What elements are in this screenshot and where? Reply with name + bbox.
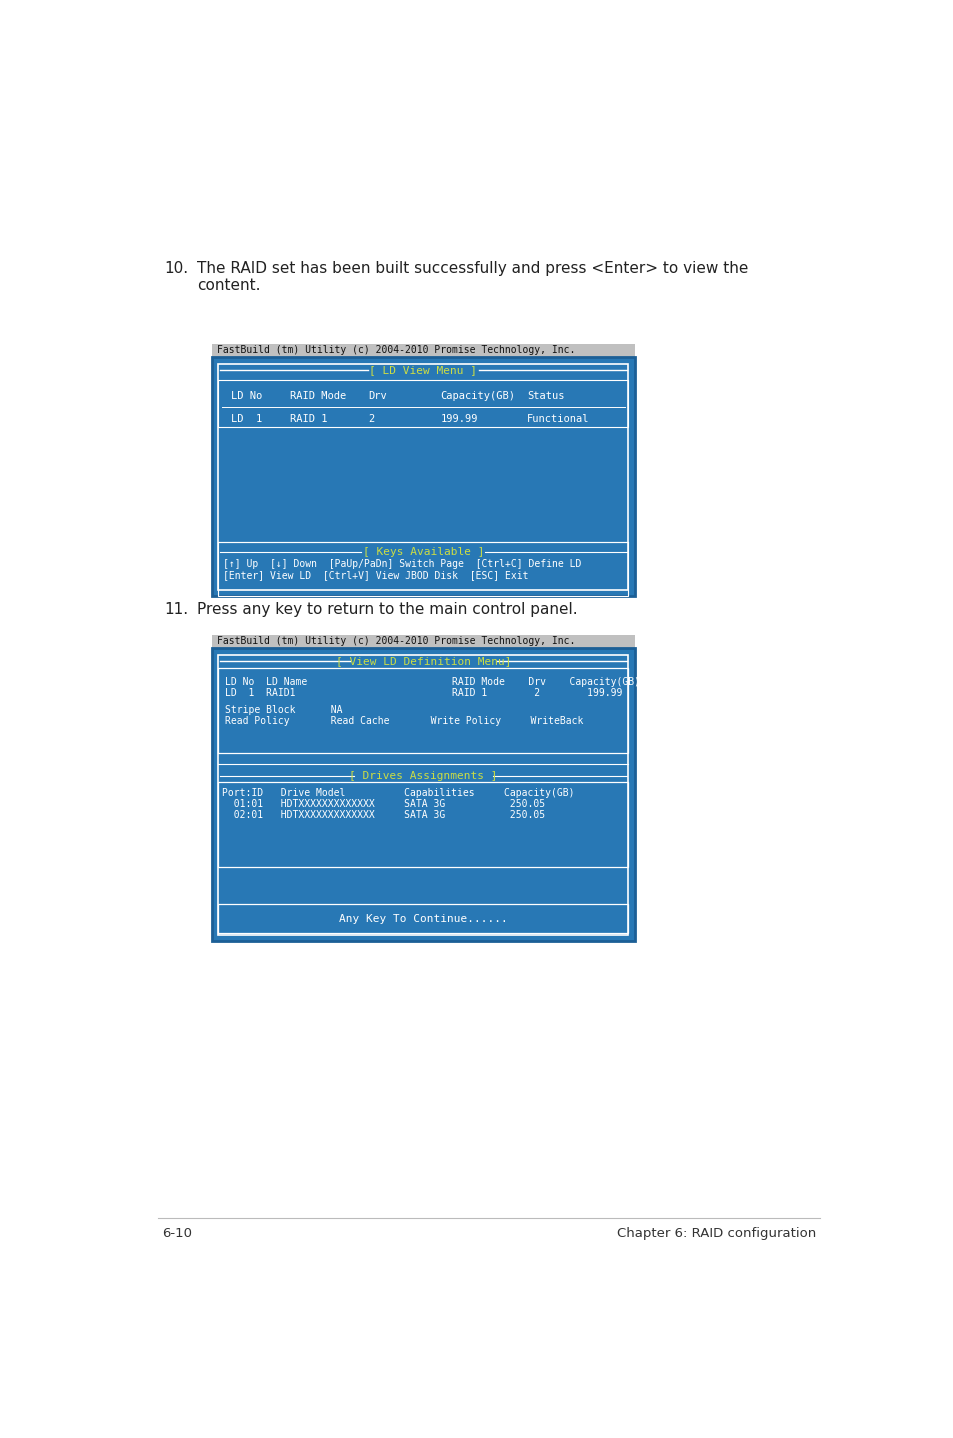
Text: RAID Mode: RAID Mode [290,391,346,401]
Bar [212,649,634,940]
Text: 01:01   HDTXXXXXXXXXXXXX     SATA 3G           250.05: 01:01 HDTXXXXXXXXXXXXX SATA 3G 250.05 [221,800,544,810]
Bar [212,649,634,940]
Text: FastBuild (tm) Utility (c) 2004-2010 Promise Technology, Inc.: FastBuild (tm) Utility (c) 2004-2010 Pro… [216,345,575,355]
Text: Any Key To Continue......: Any Key To Continue...... [338,913,507,923]
Text: 2: 2 [368,414,375,424]
Text: Chapter 6: RAID configuration: Chapter 6: RAID configuration [616,1228,815,1241]
Text: Stripe Block      NA: Stripe Block NA [224,705,342,715]
Text: Functional: Functional [526,414,589,424]
Bar [218,669,628,754]
Text: RAID 1: RAID 1 [290,414,328,424]
Text: [ Keys Available ]: [ Keys Available ] [362,548,484,557]
Text: LD No: LD No [231,391,262,401]
Text: content.: content. [196,278,260,293]
Text: LD  1: LD 1 [231,414,262,424]
Text: 02:01   HDTXXXXXXXXXXXXX     SATA 3G           250.05: 02:01 HDTXXXXXXXXXXXXX SATA 3G 250.05 [221,810,544,820]
Bar [212,634,634,649]
Text: LD No  LD Name: LD No LD Name [224,677,307,687]
Text: RAID 1        2        199.99: RAID 1 2 199.99 [452,687,622,697]
Text: 6-10: 6-10 [162,1228,192,1241]
Text: Capacity(GB): Capacity(GB) [440,391,515,401]
Text: RAID Mode    Drv    Capacity(GB): RAID Mode Drv Capacity(GB) [452,677,639,687]
Text: LD  1  RAID1: LD 1 RAID1 [224,687,294,697]
Bar [218,782,628,867]
Bar [218,905,628,933]
Text: Read Policy       Read Cache       Write Policy     WriteBack: Read Policy Read Cache Write Policy Writ… [224,716,582,726]
Text: Status: Status [526,391,564,401]
Bar [218,654,628,935]
Text: Port:ID   Drive Model          Capabilities     Capacity(GB): Port:ID Drive Model Capabilities Capacit… [221,788,574,798]
Bar [212,358,634,597]
Bar [212,344,634,358]
Text: FastBuild (tm) Utility (c) 2004-2010 Promise Technology, Inc.: FastBuild (tm) Utility (c) 2004-2010 Pro… [216,637,575,647]
Text: [ LD View Menu ]: [ LD View Menu ] [369,365,476,375]
Text: 199.99: 199.99 [440,414,477,424]
Text: 11.: 11. [164,603,188,617]
Text: [ View LD Definition Menu]: [ View LD Definition Menu] [335,656,511,666]
Text: 10.: 10. [164,262,188,276]
Bar [218,381,628,427]
Text: [↑] Up  [↓] Down  [PaUp/PaDn] Switch Page  [Ctrl+C] Define LD: [↑] Up [↓] Down [PaUp/PaDn] Switch Page … [223,559,581,569]
Text: [Enter] View LD  [Ctrl+V] View JBOD Disk  [ESC] Exit: [Enter] View LD [Ctrl+V] View JBOD Disk … [223,571,528,581]
Text: [ Drives Assignments ]: [ Drives Assignments ] [349,771,497,781]
Text: Drv: Drv [368,391,387,401]
Bar [218,364,628,590]
Bar [218,542,628,597]
Text: Press any key to return to the main control panel.: Press any key to return to the main cont… [196,603,577,617]
Text: The RAID set has been built successfully and press <Enter> to view the: The RAID set has been built successfully… [196,262,747,276]
Bar [212,358,634,597]
